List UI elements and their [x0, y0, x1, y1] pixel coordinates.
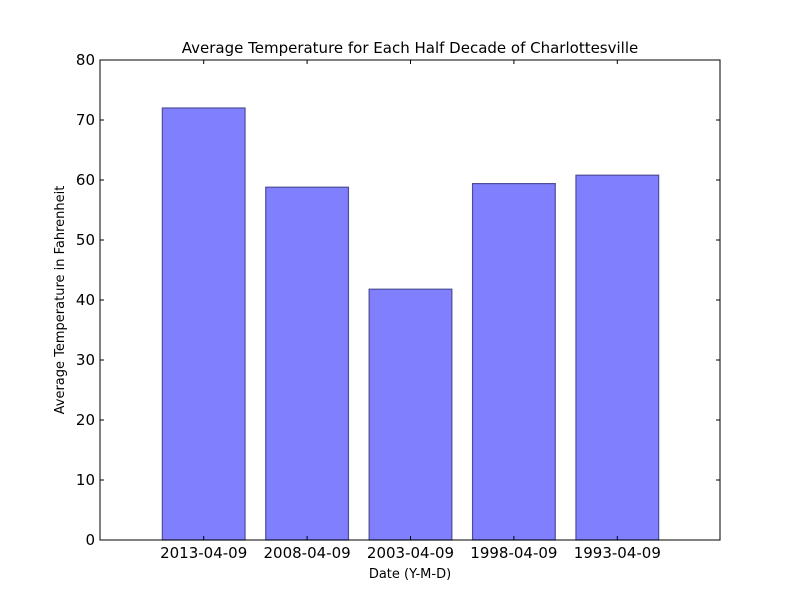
- bar-1993-04-09: [575, 174, 660, 541]
- y-tick-label: 40: [76, 291, 95, 309]
- x-axis-label: Date (Y-M-D): [369, 567, 451, 582]
- x-tick-label: 1998-04-09: [470, 544, 557, 562]
- bar-2013-04-09: [161, 107, 246, 541]
- y-tick-label: 50: [76, 231, 95, 249]
- x-tick-label: 2003-04-09: [367, 544, 454, 562]
- bar-2003-04-09: [368, 288, 453, 541]
- y-tick-label: 30: [76, 351, 95, 369]
- x-tick-label: 1993-04-09: [574, 544, 661, 562]
- y-tick-label: 60: [76, 171, 95, 189]
- bars-layer: [161, 107, 660, 541]
- x-tick-label: 2008-04-09: [264, 544, 351, 562]
- y-tick-label: 10: [76, 471, 95, 489]
- y-tick-label: 70: [76, 111, 95, 129]
- bar-2008-04-09: [265, 186, 350, 541]
- y-tick-label: 80: [76, 51, 95, 69]
- chart-title: Average Temperature for Each Half Decade…: [182, 39, 638, 57]
- ticks-layer: 2013-04-09 2008-04-09 2003-04-09 1998-04-09…: [76, 51, 720, 562]
- y-axis-label: Average Temperature in Fahrenheit: [53, 186, 68, 415]
- y-tick-label: 0: [85, 531, 95, 549]
- bar-1998-04-09: [471, 183, 556, 541]
- y-tick-label: 20: [76, 411, 95, 429]
- x-tick-label: 2013-04-09: [160, 544, 247, 562]
